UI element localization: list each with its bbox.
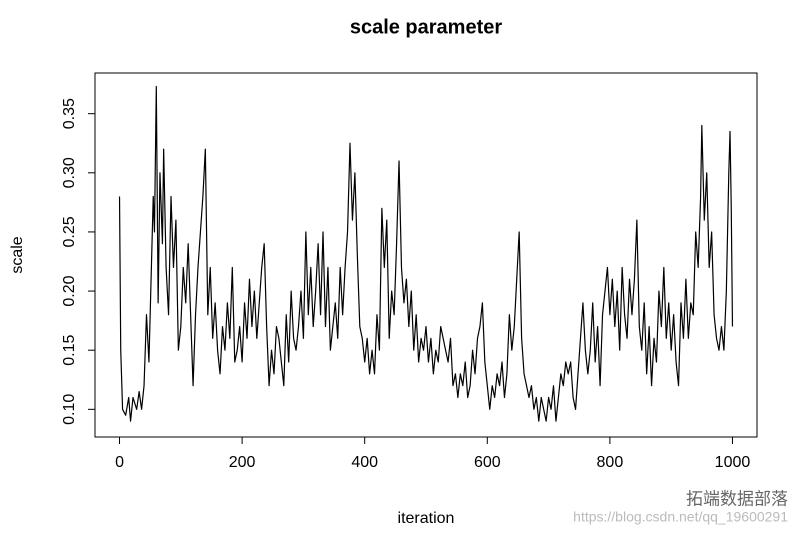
chart-title: scale parameter [350, 16, 503, 38]
x-tick-label: 600 [474, 454, 501, 471]
y-tick-label: 0.10 [61, 394, 78, 425]
x-tick-label: 200 [229, 454, 256, 471]
y-tick-label: 0.20 [61, 275, 78, 306]
y-tick-label: 0.25 [61, 216, 78, 247]
x-tick-label: 0 [115, 454, 124, 471]
watermark: 拓端数据部落 [686, 489, 788, 508]
x-tick-label: 800 [597, 454, 624, 471]
x-axis-label: iteration [398, 510, 455, 527]
y-tick-label: 0.15 [61, 335, 78, 366]
watermark-url: https://blog.csdn.net/qq_19600291 [573, 509, 788, 525]
x-tick-label: 400 [351, 454, 378, 471]
y-axis-label: scale [9, 236, 26, 273]
trace-line [118, 85, 734, 422]
x-tick-label: 1000 [715, 454, 751, 471]
y-tick-label: 0.30 [61, 157, 78, 188]
plot-frame [94, 72, 758, 438]
y-tick-label: 0.35 [61, 98, 78, 129]
